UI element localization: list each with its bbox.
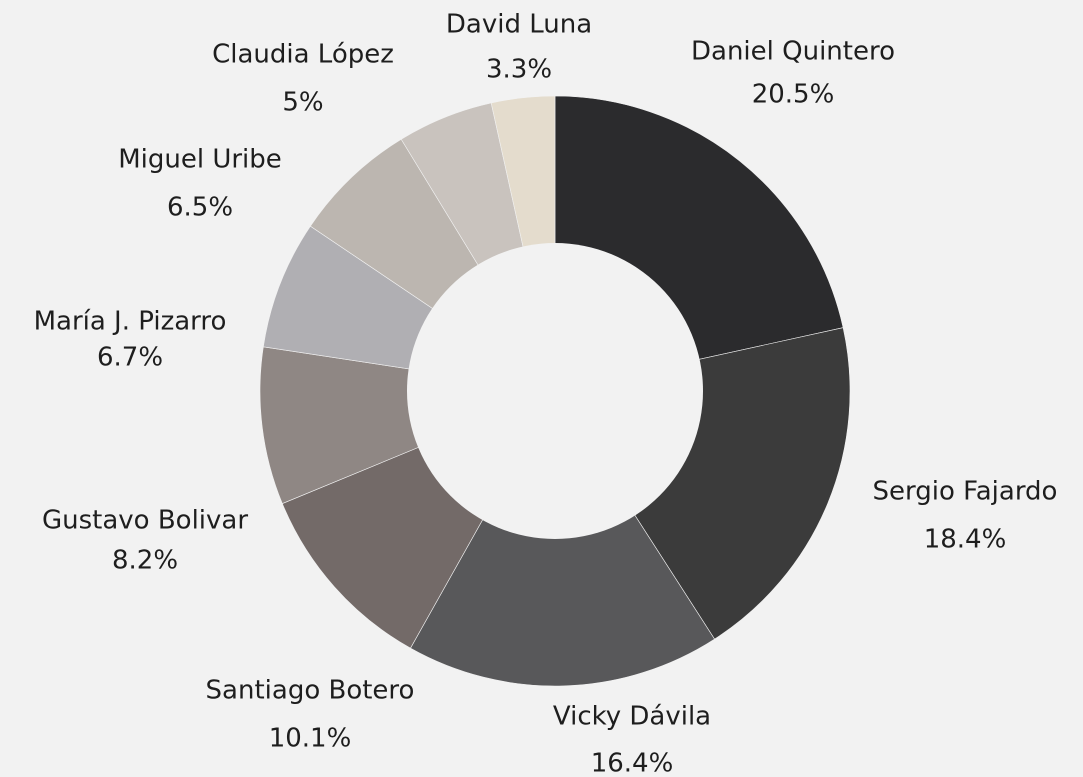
label-value-sergio-fajardo: 18.4% [924, 525, 1007, 555]
label-value-maria-j-pizarro: 6.7% [97, 343, 163, 373]
label-value-gustavo-bolivar: 8.2% [112, 546, 178, 576]
label-name-daniel-quintero: Daniel Quintero [691, 37, 895, 67]
labels-group: Daniel Quintero 20.5% Sergio Fajardo 18.4% V… [34, 10, 1058, 777]
label-name-santiago-botero: Santiago Botero [206, 676, 415, 706]
slices-group [259, 95, 851, 687]
donut-hole [407, 243, 703, 539]
label-name-claudia-lopez: Claudia López [212, 40, 394, 70]
label-name-gustavo-bolivar: Gustavo Bolivar [42, 506, 248, 536]
label-value-claudia-lopez: 5% [282, 88, 323, 118]
label-value-daniel-quintero: 20.5% [752, 80, 835, 110]
label-value-miguel-uribe: 6.5% [167, 193, 233, 223]
label-value-david-luna: 3.3% [486, 55, 552, 85]
label-name-david-luna: David Luna [446, 10, 592, 40]
label-name-miguel-uribe: Miguel Uribe [118, 145, 282, 175]
label-value-santiago-botero: 10.1% [269, 724, 352, 754]
label-name-vicky-davila: Vicky Dávila [553, 702, 711, 732]
label-name-sergio-fajardo: Sergio Fajardo [873, 477, 1058, 507]
label-name-maria-j-pizarro: María J. Pizarro [34, 307, 227, 337]
label-value-vicky-davila: 16.4% [591, 749, 674, 777]
